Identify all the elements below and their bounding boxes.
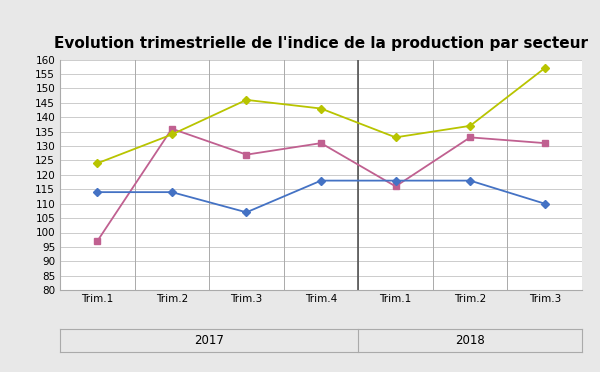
Title: Evolution trimestrielle de l'indice de la production par secteur: Evolution trimestrielle de l'indice de l… bbox=[54, 36, 588, 51]
Text: 2017: 2017 bbox=[194, 334, 224, 347]
Text: 2018: 2018 bbox=[455, 334, 485, 347]
